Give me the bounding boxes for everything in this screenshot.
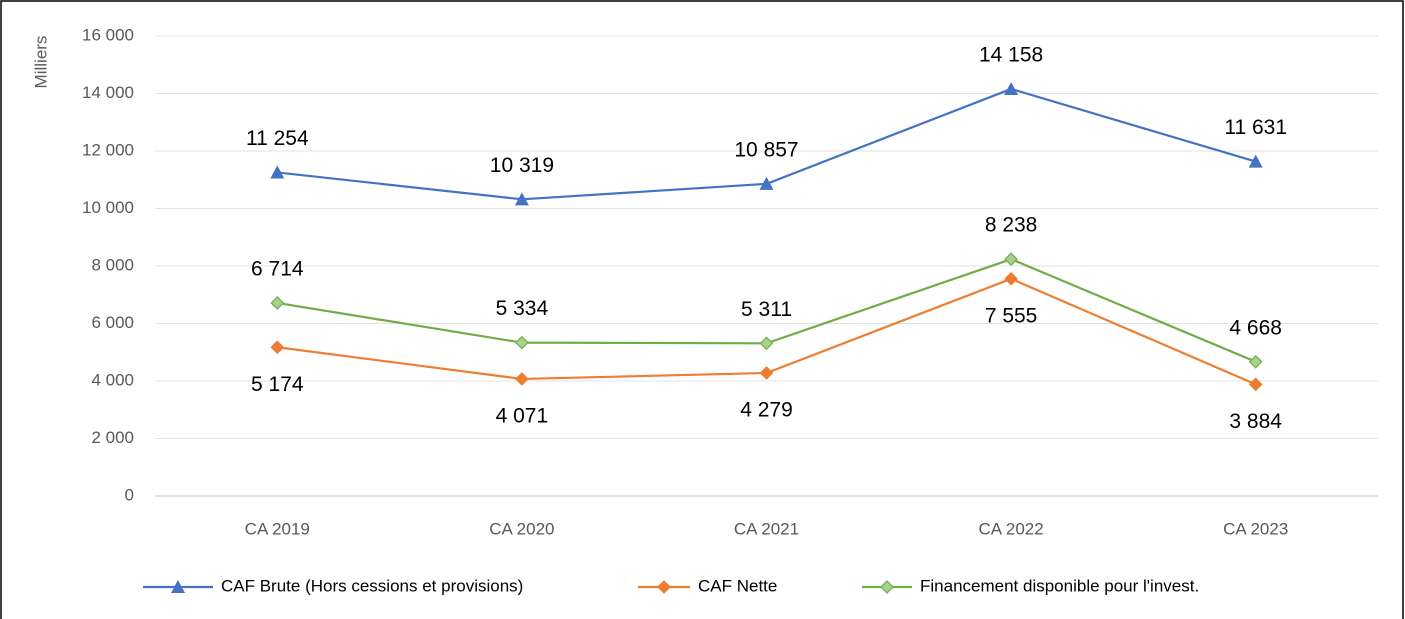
data-point [759, 336, 774, 351]
y-tick-label: 12 000 [82, 140, 134, 159]
y-tick-label: 2 000 [91, 428, 134, 447]
data-point [1248, 377, 1263, 392]
legend-marker [171, 580, 185, 593]
y-tick-label: 4 000 [91, 370, 134, 389]
data-point [1004, 81, 1019, 95]
data-label: 11 631 [1224, 116, 1287, 139]
y-tick-label: 16 000 [82, 25, 134, 44]
legend-label: CAF Nette [698, 576, 777, 595]
data-label: 7 555 [985, 304, 1038, 327]
y-tick-label: 0 [125, 485, 134, 504]
data-label: 3 884 [1229, 410, 1282, 433]
data-label: 5 311 [741, 298, 792, 321]
x-tick-label: CA 2023 [1223, 519, 1288, 538]
data-point [1004, 271, 1018, 286]
data-point [759, 176, 774, 190]
x-tick-label: CA 2022 [978, 519, 1043, 538]
x-tick-label: CA 2020 [489, 519, 554, 538]
data-point [514, 192, 529, 206]
data-point [1248, 354, 1263, 369]
data-label: 5 334 [496, 297, 549, 320]
data-point [759, 366, 774, 380]
y-tick-label: 14 000 [82, 83, 134, 102]
data-label: 4 071 [496, 405, 549, 428]
data-label: 5 174 [251, 373, 304, 396]
data-label: 4 279 [740, 399, 793, 422]
data-point [270, 340, 285, 355]
data-label: 14 158 [979, 44, 1043, 67]
data-label: 10 319 [490, 154, 554, 177]
data-point [515, 335, 529, 350]
data-label: 8 238 [985, 214, 1038, 237]
data-point [270, 165, 285, 179]
data-point [1004, 252, 1018, 267]
data-point [515, 372, 529, 386]
legend-label: CAF Brute (Hors cessions et provisions) [221, 576, 523, 595]
data-point [1248, 154, 1263, 168]
data-point [270, 296, 285, 310]
y-tick-label: 6 000 [91, 313, 134, 332]
legend-label: Financement disponible pour l'invest. [920, 576, 1199, 595]
y-tick-label: 10 000 [82, 198, 134, 217]
y-tick-label: 8 000 [91, 255, 134, 274]
data-label: 4 668 [1229, 316, 1282, 339]
data-label: 10 857 [734, 138, 798, 161]
legend-marker [657, 580, 671, 594]
data-label: 6 714 [251, 258, 304, 281]
data-label: 11 254 [246, 127, 309, 150]
legend-marker [880, 580, 894, 594]
x-tick-label: CA 2021 [734, 519, 799, 538]
y-axis-title: Milliers [31, 36, 50, 89]
x-tick-label: CA 2019 [245, 519, 310, 538]
